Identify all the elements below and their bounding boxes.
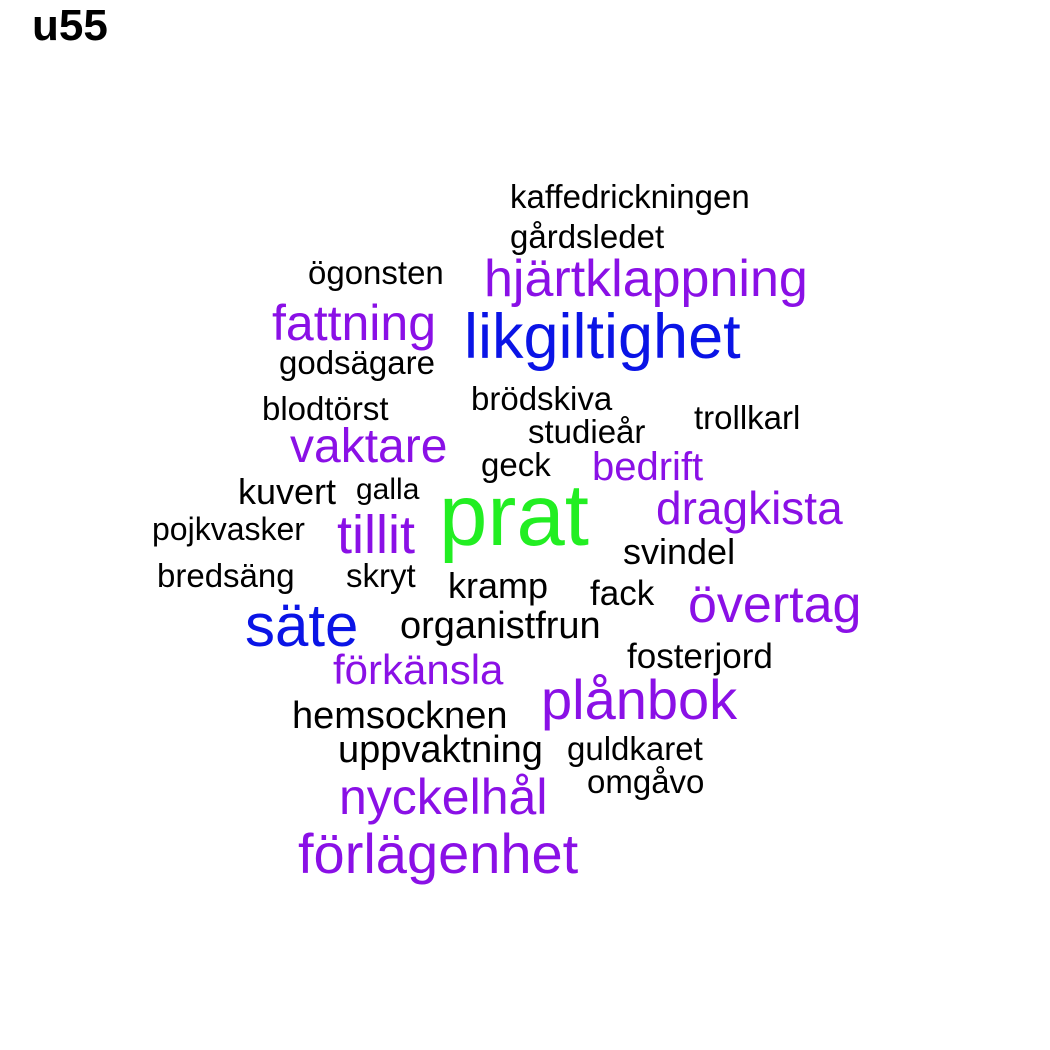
word: organistfrun [400, 605, 601, 647]
word: guldkaret [567, 730, 703, 767]
word: blodtörst [262, 390, 389, 427]
word: omgåvo [587, 763, 705, 800]
word: pojkvasker [152, 511, 305, 547]
word: bedrift [592, 445, 704, 489]
word: övertag [688, 576, 862, 634]
word: dragkista [656, 482, 843, 534]
word: fosterjord [627, 637, 773, 676]
word: tillit [337, 505, 415, 565]
word: kaffedrickningen [510, 178, 750, 215]
word: fack [590, 574, 655, 613]
word: likgiltighet [464, 302, 741, 372]
word: fattning [272, 295, 437, 351]
word: ögonsten [308, 254, 444, 291]
word: kuvert [238, 471, 337, 512]
word: kramp [448, 565, 549, 606]
word: brödskiva [471, 380, 613, 417]
word: förlägenhet [298, 822, 579, 885]
word: godsägare [279, 344, 435, 381]
word: prat [439, 467, 589, 564]
word: gårdsledet [510, 218, 665, 255]
word: studieår [528, 413, 646, 450]
word: plånbok [541, 668, 738, 731]
word: säte [245, 592, 359, 659]
word: nyckelhål [339, 769, 548, 825]
word: svindel [623, 531, 736, 572]
word: förkänsla [333, 646, 504, 693]
word: skryt [346, 557, 416, 594]
word: hemsocknen [292, 695, 508, 737]
word: hjärtklappning [484, 250, 808, 308]
word: bredsäng [157, 557, 295, 594]
page-title: u55 [32, 1, 108, 50]
word: geck [481, 446, 551, 483]
word: vaktare [290, 420, 448, 473]
word: uppvaktning [338, 729, 543, 771]
word: trollkarl [694, 399, 801, 436]
word: galla [356, 473, 420, 506]
